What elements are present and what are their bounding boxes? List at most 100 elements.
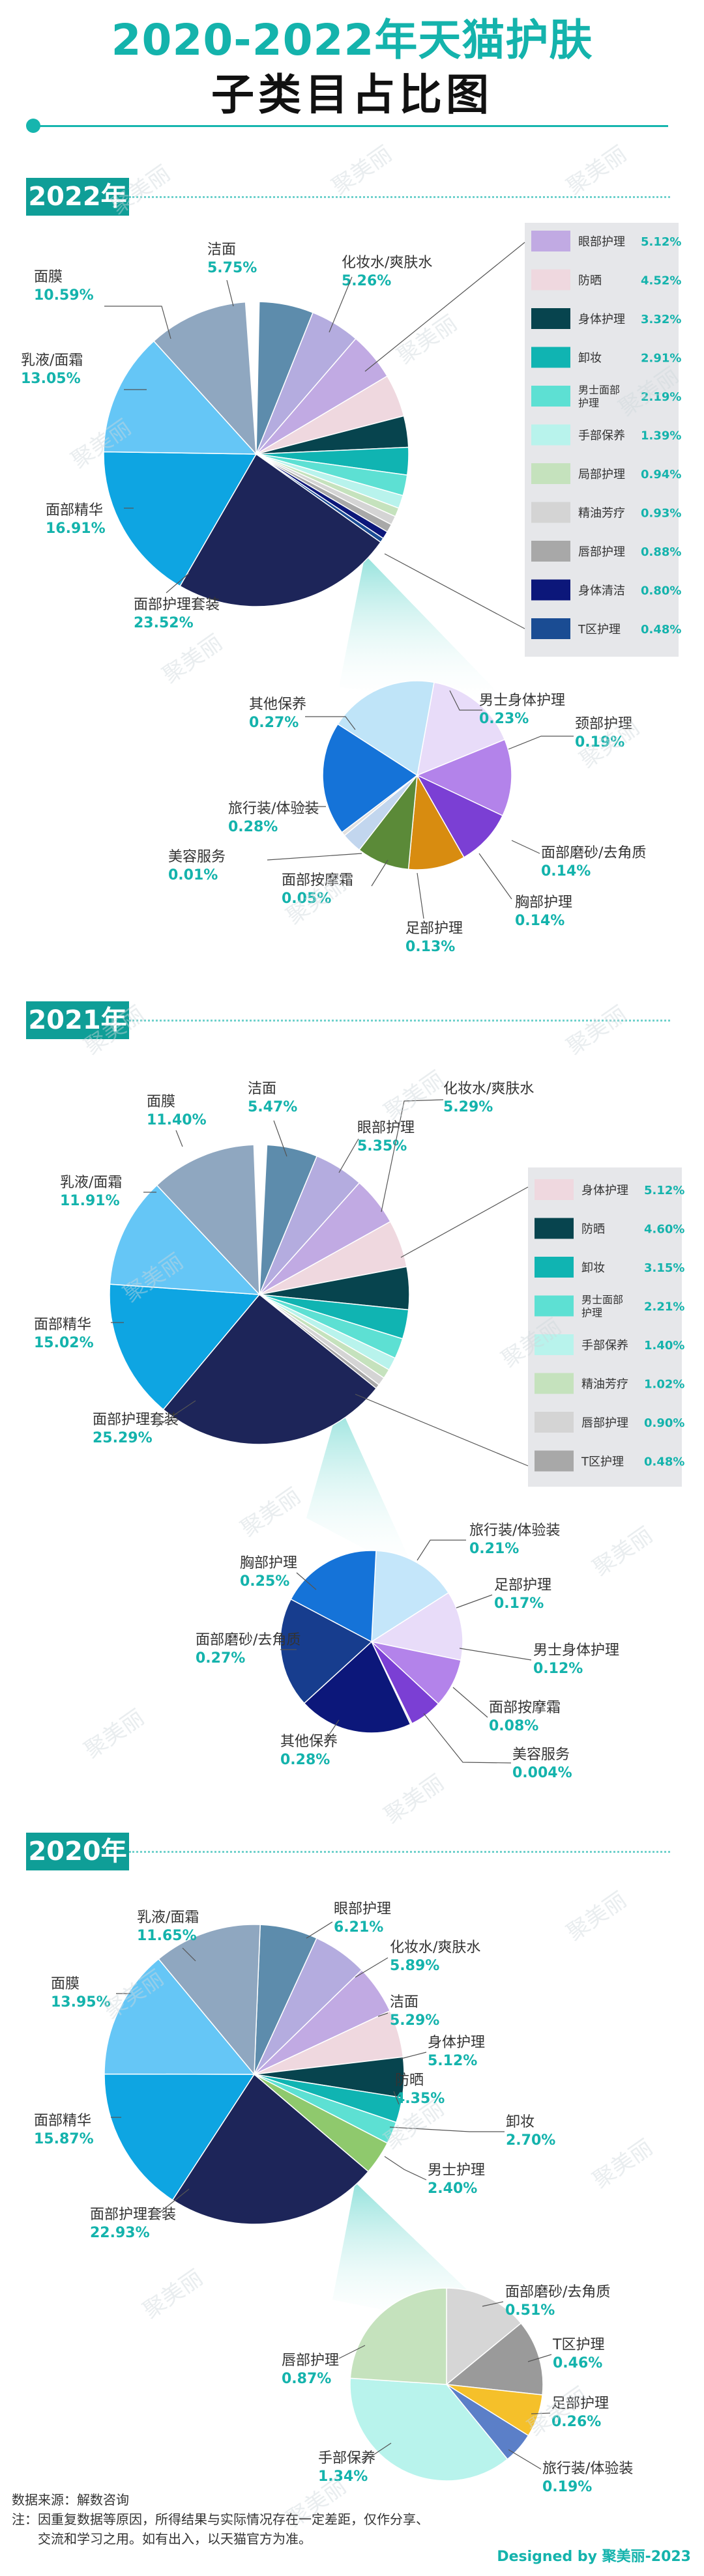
slice-label-2020d-4: 手部保养: [318, 2450, 375, 2467]
slice-label-2022-1: 面部精华: [46, 502, 103, 519]
leader-line-2020-d: [156, 2188, 190, 2216]
legend-swatch-2021-7: [535, 1450, 574, 1472]
slice-value-2020d-4: 1.34%: [318, 2469, 368, 2485]
leader-line-2021d-1: [456, 1594, 493, 1609]
slice-label-2020-7: 身体护理: [428, 2035, 485, 2051]
detail-2020-slice-4: [349, 2377, 508, 2482]
detail-2022-slice-1: [416, 739, 512, 816]
detail-2022-slice-4: [359, 773, 418, 870]
slice-label-2021-4: 洁面: [248, 1081, 276, 1097]
leader-line-2022d-6: [267, 853, 362, 861]
slice-label-2020-10: 男士护理: [428, 2162, 485, 2179]
watermark-21: 聚美丽: [588, 2134, 657, 2194]
watermark-6: 聚美丽: [158, 629, 227, 689]
watermark-4: 聚美丽: [392, 310, 462, 369]
pie-2022-slice-15: [103, 340, 257, 455]
slice-value-2021-1: 15.02%: [34, 1335, 94, 1351]
slice-value-2022d-3: 0.14%: [515, 913, 565, 929]
watermark-16: 聚美丽: [80, 1704, 149, 1764]
leader-line-2021d-4: [423, 1713, 512, 1764]
legend-value-2022-10: 0.48%: [641, 623, 681, 637]
detail-2022-slice-7: [322, 723, 418, 833]
detail-2020-slice-0: [446, 2287, 522, 2386]
slice-value-2022d-4: 0.13%: [405, 939, 455, 955]
slice-value-2022d-5: 0.05%: [282, 891, 331, 907]
slice-value-2020-6: 5.29%: [390, 2012, 439, 2029]
legend-value-2021-3: 2.21%: [644, 1300, 684, 1314]
leader-line-2022d-8: [305, 716, 356, 730]
legend-label-2021-4: 手部保养: [581, 1339, 628, 1352]
slice-label-2020-6: 洁面: [390, 1994, 418, 2011]
slice-label-2022d-1: 颈部护理: [575, 716, 632, 732]
legend-value-2022-6: 0.94%: [641, 468, 681, 481]
legend-label-2021-1: 防晒: [581, 1223, 605, 1237]
leader-line-2022-h: [384, 553, 525, 629]
slice-label-2020-5: 化妆水/爽肤水: [390, 1939, 480, 1956]
slice-value-2021d-2: 0.12%: [533, 1661, 583, 1677]
legend-value-2022-5: 1.39%: [641, 429, 681, 443]
leader-line-2020-i: [393, 2091, 400, 2105]
legend-swatch-2021-6: [535, 1412, 574, 1433]
legend-label-2022-0: 眼部护理: [578, 235, 625, 249]
slice-label-2022d-8: 其他保养: [249, 696, 306, 713]
slice-value-2021d-6: 0.27%: [196, 1650, 245, 1667]
slice-value-2021d-1: 0.17%: [494, 1596, 544, 1612]
leader-line-2020-h: [400, 2052, 427, 2059]
slice-label-2021-5: 眼部护理: [357, 1120, 415, 1136]
slice-label-2021d-4: 美容服务: [512, 1747, 570, 1763]
legend-label-2022-10: T区护理: [578, 623, 621, 637]
legend-swatch-2022-1: [531, 269, 570, 291]
leader-line-2020-a: [182, 1947, 196, 1962]
watermark-11: 聚美丽: [379, 1066, 448, 1125]
leader-line-2021-d: [156, 1400, 196, 1427]
slice-value-2022-5: 5.26%: [342, 273, 391, 289]
legend-label-2021-5: 精油芳疗: [581, 1378, 628, 1392]
pie-2022-slice-14: [103, 451, 257, 587]
slice-label-2020d-5: 唇部护理: [282, 2353, 339, 2369]
legend-value-2022-9: 0.80%: [641, 584, 681, 598]
watermark-18: 聚美丽: [562, 1887, 631, 1946]
slice-label-2020-8: 防晒: [395, 2072, 424, 2089]
watermark-1: 聚美丽: [327, 141, 396, 200]
slice-value-2022d-0: 0.23%: [479, 711, 529, 727]
leader-line-2022-a: [104, 306, 171, 339]
legend-value-2021-5: 1.02%: [644, 1378, 684, 1392]
legend-label-2022-9: 身体清洁: [578, 584, 625, 598]
slice-value-2022-4: 5.75%: [207, 260, 257, 276]
slice-value-2020d-0: 0.51%: [505, 2302, 555, 2319]
leader-line-2020d-0: [482, 2301, 504, 2307]
slice-value-2022-0: 23.52%: [134, 615, 194, 631]
title-dot: [26, 119, 40, 133]
legend-value-2022-0: 5.12%: [641, 235, 681, 249]
legend-swatch-2022-8: [531, 541, 570, 562]
zoom-funnel-2021: [306, 1404, 417, 1577]
slice-value-2020-0: 22.93%: [90, 2225, 150, 2241]
slice-value-2020-5: 5.89%: [390, 1958, 439, 1974]
zoom-funnel-2022: [339, 555, 512, 707]
legend-value-2021-4: 1.40%: [644, 1339, 684, 1352]
leader-line-2022-g: [364, 242, 525, 372]
pie-2021-slice-13: [109, 1184, 261, 1295]
leader-line-2021d-0: [417, 1539, 466, 1561]
watermark-9: 聚美丽: [80, 1001, 149, 1060]
legend-swatch-2022-5: [531, 424, 570, 446]
legend-swatch-2022-4: [531, 386, 570, 407]
pie-2020-slice-11: [158, 1924, 261, 2076]
legend-swatch-2021-4: [535, 1334, 574, 1355]
watermark-15: 聚美丽: [588, 1522, 657, 1581]
slice-label-2020-4: 眼部护理: [334, 1901, 391, 1917]
legend-value-2022-4: 2.19%: [641, 390, 681, 404]
detail-2021-slice-1: [370, 1592, 463, 1661]
watermark-17: 聚美丽: [379, 1769, 448, 1829]
pie-2021-slice-11: [162, 1293, 377, 1445]
leader-line-2020-j: [389, 2126, 505, 2132]
slice-value-2022d-2: 0.14%: [541, 863, 591, 880]
slice-value-2020d-1: 0.46%: [553, 2355, 602, 2371]
year-badge-2021: 2021年: [26, 1001, 129, 1039]
leader-line-2021-f: [338, 1138, 359, 1173]
legend-label-2022-8: 唇部护理: [578, 545, 625, 559]
watermark-10: 聚美丽: [562, 1001, 631, 1060]
legend-label-2021-3: 男士面部: [581, 1294, 623, 1306]
slice-label-2022-0: 面部护理套装: [134, 597, 220, 613]
